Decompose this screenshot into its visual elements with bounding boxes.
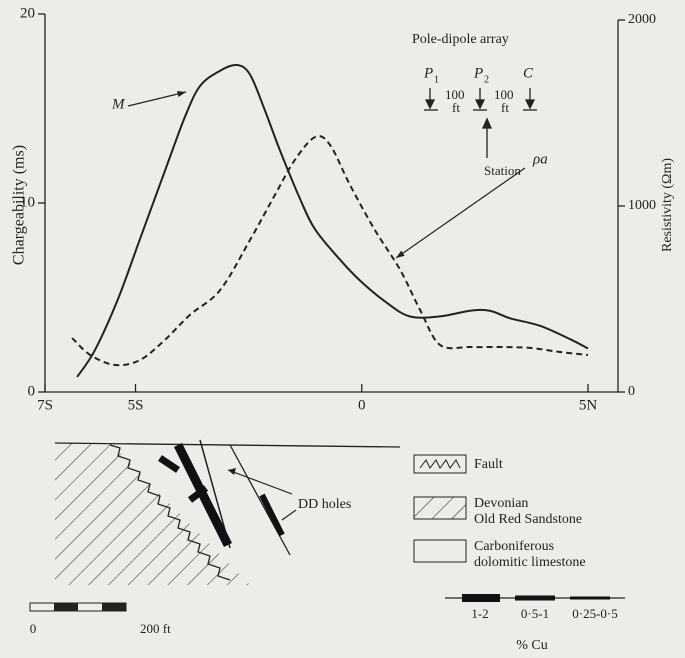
inset-title: Pole-dipole array — [412, 32, 509, 47]
spacing: 100 — [494, 87, 514, 102]
x-tick-label: 5S — [128, 397, 144, 413]
x-tick-label: 5N — [579, 397, 598, 413]
electrode-label: P — [473, 65, 483, 81]
spacing: 100 — [445, 87, 465, 102]
series-line — [76, 63, 589, 378]
electrode-label: C — [523, 65, 534, 81]
x-tick-label: 7S — [37, 397, 53, 413]
cu-grade: 0·5-1 — [521, 606, 549, 621]
cross-section: DD holes Fault Devonian Old Red Sandston… — [29, 439, 625, 653]
series-label: M — [111, 96, 126, 112]
electrode-sub: 1 — [434, 74, 439, 85]
pointer-head — [396, 250, 405, 258]
spacing-unit: ft — [452, 100, 460, 115]
cu-grade: 0·25-0·5 — [572, 606, 618, 621]
y-axis-title: Chargeability (ms) — [11, 145, 28, 265]
label-pointer — [395, 167, 526, 259]
y-tick-label: 20 — [20, 5, 35, 21]
legend-limestone: Carboniferous — [474, 539, 554, 554]
cu-grade: 1-2 — [471, 606, 488, 621]
y2-tick-label: 0 — [628, 384, 635, 399]
legend-sandstone: Devonian — [474, 496, 528, 511]
y2-tick-label: 1000 — [628, 198, 656, 213]
electrode-sub: 2 — [484, 74, 489, 85]
y2-tick-label: 2000 — [628, 12, 656, 27]
x-tick-label: 0 — [358, 397, 366, 413]
holes-label: DD holes — [298, 497, 351, 512]
series-line — [71, 135, 589, 367]
legend-limestone: dolomitic limestone — [474, 555, 586, 570]
y-tick-label: 10 — [20, 194, 35, 210]
series-label: ρa — [532, 151, 548, 167]
label-pointer — [127, 91, 187, 107]
electrode-label: P — [423, 65, 433, 81]
legend-fault: Fault — [474, 457, 503, 472]
cu-title: % Cu — [516, 638, 548, 653]
pointer-head — [177, 90, 186, 97]
station-label: Station — [484, 163, 521, 178]
y2-axis-title: Resistivity (Ωm) — [660, 158, 675, 252]
spacing-unit: ft — [501, 100, 509, 115]
y-tick-label: 0 — [28, 383, 36, 399]
legend-sandstone: Old Red Sandstone — [474, 512, 582, 527]
scale-end: 200 ft — [140, 621, 171, 636]
array-inset: Pole-dipole array P 1 P 2 C 100 ft 100 f… — [412, 32, 537, 178]
scale-start: 0 — [30, 621, 37, 636]
